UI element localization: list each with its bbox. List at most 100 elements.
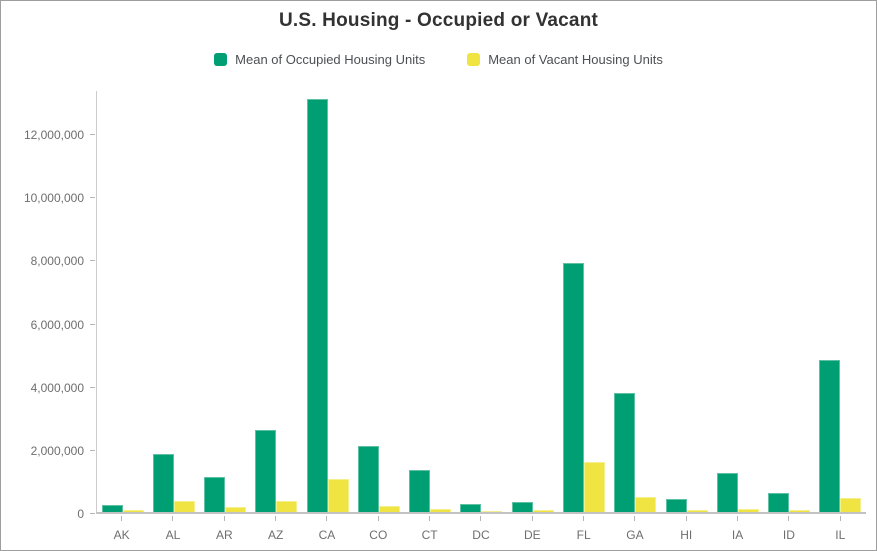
bar-group-ct	[405, 91, 456, 512]
bar-al-vacant[interactable]	[173, 501, 195, 512]
x-tick-mark	[223, 516, 225, 521]
y-tick-mark	[90, 323, 95, 325]
x-tick-label: DE	[523, 528, 541, 542]
x-tick-cell: IL	[815, 516, 866, 542]
bar-group-ca	[302, 91, 353, 512]
x-tick-cell: HI	[661, 516, 712, 542]
bar-group-az	[251, 91, 302, 512]
x-tick-label: CT	[421, 528, 438, 542]
y-tick-label: 8,000,000	[30, 254, 84, 269]
x-tick-cell: CT	[404, 516, 455, 542]
x-tick-mark	[583, 516, 585, 521]
bar-ca-vacant[interactable]	[327, 479, 349, 512]
bar-id-vacant[interactable]	[789, 509, 811, 512]
x-tick-cell: FL	[558, 516, 609, 542]
bar-groups	[97, 91, 866, 512]
x-tick-cell: ID	[763, 516, 814, 542]
x-tick-mark	[839, 516, 841, 521]
bar-ak-vacant[interactable]	[122, 510, 144, 512]
y-tick-label: 0	[77, 507, 84, 521]
bar-group-co	[353, 91, 404, 512]
bar-group-ga	[610, 91, 661, 512]
bar-dc-occupied[interactable]	[460, 503, 482, 512]
legend-label-occupied: Mean of Occupied Housing Units	[235, 52, 426, 67]
x-tick-label: AR	[215, 528, 233, 542]
y-tick-mark	[90, 449, 95, 451]
bar-group-ia	[712, 91, 763, 512]
y-tick-mark	[90, 386, 95, 388]
x-tick-cell: IA	[712, 516, 763, 542]
legend-swatch-vacant-icon	[467, 53, 481, 66]
x-tick-label: IA	[731, 528, 744, 542]
bar-az-vacant[interactable]	[276, 501, 298, 512]
bar-group-il	[815, 91, 866, 512]
bar-il-vacant[interactable]	[840, 497, 862, 512]
bar-ia-occupied[interactable]	[716, 473, 738, 512]
bar-ct-vacant[interactable]	[430, 508, 452, 512]
x-tick-label: AK	[113, 528, 130, 542]
bar-group-ak	[97, 91, 148, 512]
bar-ar-occupied[interactable]	[204, 476, 226, 512]
bar-ar-vacant[interactable]	[225, 506, 247, 512]
bar-al-occupied[interactable]	[152, 453, 174, 512]
bar-group-de	[507, 91, 558, 512]
bar-de-occupied[interactable]	[511, 501, 533, 512]
bar-group-ar	[200, 91, 251, 512]
bar-ga-vacant[interactable]	[635, 497, 657, 512]
x-tick-mark	[685, 516, 687, 521]
x-tick-mark	[121, 516, 123, 521]
x-tick-cell: CA	[301, 516, 352, 542]
x-tick-cell: DC	[455, 516, 506, 542]
x-axis: AK AL AR AZ CA CO CT DC DE FL GA HI IA ID IL	[96, 516, 866, 542]
y-tick-mark	[90, 260, 95, 262]
bar-ga-occupied[interactable]	[614, 392, 636, 512]
bar-fl-vacant[interactable]	[584, 462, 606, 512]
bar-co-occupied[interactable]	[357, 446, 379, 512]
bar-group-fl	[558, 91, 609, 512]
legend-item-vacant[interactable]: Mean of Vacant Housing Units	[467, 52, 663, 67]
x-tick-cell: GA	[609, 516, 660, 542]
x-tick-cell: CO	[353, 516, 404, 542]
bar-de-vacant[interactable]	[532, 510, 554, 512]
x-tick-cell: AK	[96, 516, 147, 542]
bar-fl-occupied[interactable]	[563, 262, 585, 512]
x-tick-label: FL	[576, 528, 591, 542]
x-tick-label: IL	[835, 528, 846, 542]
bar-co-vacant[interactable]	[378, 506, 400, 512]
bar-id-occupied[interactable]	[768, 493, 790, 512]
x-tick-label: GA	[626, 528, 644, 542]
legend-swatch-occupied-icon	[214, 53, 228, 66]
bar-group-al	[148, 91, 199, 512]
chart-title: U.S. Housing - Occupied or Vacant	[278, 10, 599, 31]
bar-il-occupied[interactable]	[819, 359, 841, 512]
bar-az-occupied[interactable]	[255, 430, 277, 512]
legend-label-vacant: Mean of Vacant Housing Units	[488, 52, 663, 67]
x-tick-mark	[788, 516, 790, 521]
legend-item-occupied[interactable]: Mean of Occupied Housing Units	[214, 52, 425, 67]
y-tick-label: 6,000,000	[30, 317, 84, 332]
legend: Mean of Occupied Housing Units Mean of V…	[1, 52, 876, 67]
x-tick-mark	[172, 516, 174, 521]
x-tick-mark	[480, 516, 482, 521]
bar-group-dc	[456, 91, 507, 512]
bar-ca-occupied[interactable]	[306, 98, 328, 512]
x-tick-mark	[634, 516, 636, 521]
y-tick-mark	[90, 134, 95, 136]
bar-hi-vacant[interactable]	[686, 509, 708, 512]
bar-ct-occupied[interactable]	[409, 469, 431, 512]
x-tick-cell: DE	[507, 516, 558, 542]
x-tick-label: ID	[782, 528, 795, 542]
x-tick-label: CO	[369, 528, 388, 542]
bar-hi-occupied[interactable]	[665, 498, 687, 512]
x-tick-mark	[275, 516, 277, 521]
plot-area	[96, 91, 866, 514]
x-tick-cell: AL	[147, 516, 198, 542]
bar-ak-occupied[interactable]	[101, 504, 123, 512]
y-tick-mark	[90, 513, 95, 514]
bar-dc-vacant[interactable]	[481, 510, 503, 512]
y-tick-label: 12,000,000	[23, 128, 84, 143]
y-tick-label: 4,000,000	[30, 380, 84, 395]
x-tick-mark	[326, 516, 328, 521]
bar-ia-vacant[interactable]	[737, 508, 759, 512]
